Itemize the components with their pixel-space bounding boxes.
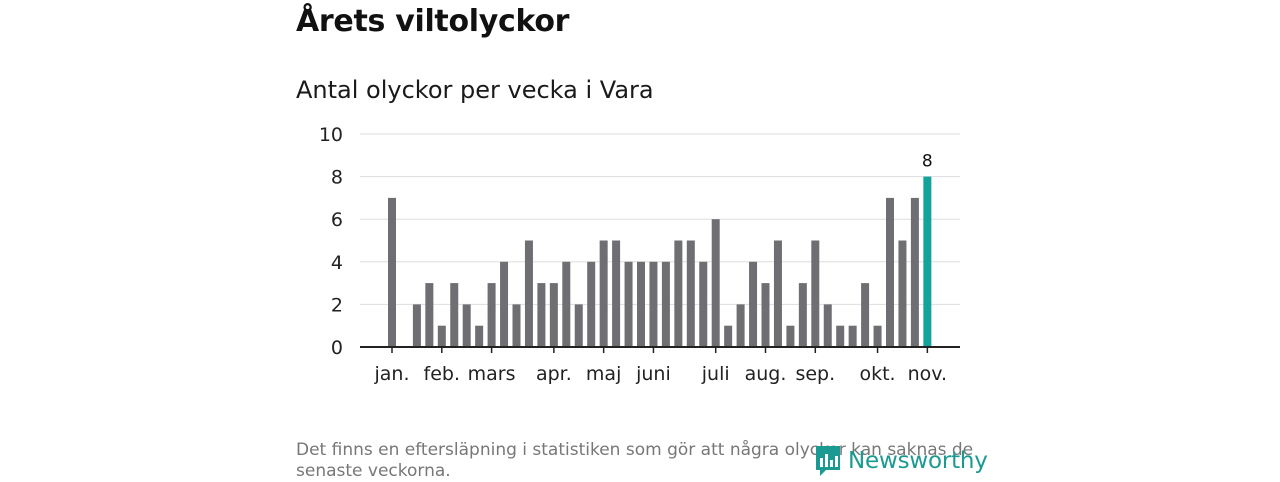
y-tick-label: 10 xyxy=(319,124,343,146)
logo-text: Newsworthy xyxy=(848,448,988,474)
bar xyxy=(798,283,807,347)
bar xyxy=(811,240,820,347)
y-tick-label: 0 xyxy=(331,337,343,359)
bar xyxy=(412,304,421,347)
bar xyxy=(500,261,509,347)
bar xyxy=(437,325,446,347)
bar xyxy=(487,283,496,347)
bar xyxy=(425,283,434,347)
bar xyxy=(686,240,695,347)
x-tick-label: juni xyxy=(635,363,671,385)
bar xyxy=(873,325,882,347)
bar-highlight xyxy=(923,176,932,347)
y-axis-ticks: 0 2 4 6 8 10 xyxy=(319,124,343,359)
data-labels: 8 xyxy=(922,152,933,172)
bar xyxy=(674,240,683,347)
x-tick-label: apr. xyxy=(536,363,572,385)
bar xyxy=(848,325,857,347)
footnote: Det finns en eftersläpning i statistiken… xyxy=(296,440,974,481)
bar xyxy=(711,219,720,347)
bar xyxy=(587,261,596,347)
bar xyxy=(637,261,645,347)
bar xyxy=(649,261,658,347)
bar xyxy=(886,197,894,347)
bar xyxy=(512,304,521,347)
bar xyxy=(749,261,758,347)
x-axis-ticks: jan. feb. mars apr. maj juni juli aug. sep. okt. n… xyxy=(373,347,947,385)
bar xyxy=(612,240,621,347)
bar xyxy=(861,283,870,347)
bar xyxy=(836,325,845,347)
bar xyxy=(736,304,745,347)
x-tick-label: feb. xyxy=(424,363,460,385)
y-tick-label: 2 xyxy=(331,294,343,316)
bars xyxy=(388,176,932,347)
x-tick-label: mars xyxy=(468,363,516,385)
bar xyxy=(786,325,795,347)
bar xyxy=(898,240,907,347)
bar xyxy=(562,261,571,347)
bar xyxy=(910,197,919,347)
chart-title: Årets viltolyckor xyxy=(296,4,570,39)
x-tick-label: jan. xyxy=(373,363,409,385)
bar xyxy=(388,197,396,347)
bar xyxy=(450,283,459,347)
y-tick-label: 6 xyxy=(331,209,343,231)
x-tick-label: nov. xyxy=(908,363,947,385)
x-tick-label: okt. xyxy=(859,363,895,385)
bar xyxy=(823,304,832,347)
bar xyxy=(475,325,484,347)
data-label: 8 xyxy=(922,152,933,172)
bar xyxy=(773,240,782,347)
bar xyxy=(661,261,670,347)
bar xyxy=(699,261,708,347)
bar xyxy=(549,283,558,347)
grid-lines xyxy=(360,133,960,305)
bar xyxy=(599,240,608,347)
y-tick-label: 4 xyxy=(331,252,343,274)
x-tick-label: sep. xyxy=(795,363,835,385)
newsworthy-logo[interactable]: Newsworthy xyxy=(814,444,988,478)
bar xyxy=(537,283,546,347)
bar xyxy=(761,283,770,347)
bar-chart: 0 2 4 6 8 10 jan. feb. mars apr. maj juni juli aug. s… xyxy=(319,124,960,385)
newsworthy-logo-icon xyxy=(816,446,840,476)
bar xyxy=(462,304,471,347)
bar xyxy=(624,261,633,347)
x-tick-label: aug. xyxy=(745,363,787,385)
x-tick-label: juli xyxy=(701,363,730,385)
y-tick-label: 8 xyxy=(331,167,343,189)
bar xyxy=(524,240,533,347)
x-tick-label: maj xyxy=(586,363,621,385)
chart-subtitle: Antal olyckor per vecka i Vara xyxy=(296,76,654,104)
bar xyxy=(724,325,733,347)
bar xyxy=(574,304,583,347)
